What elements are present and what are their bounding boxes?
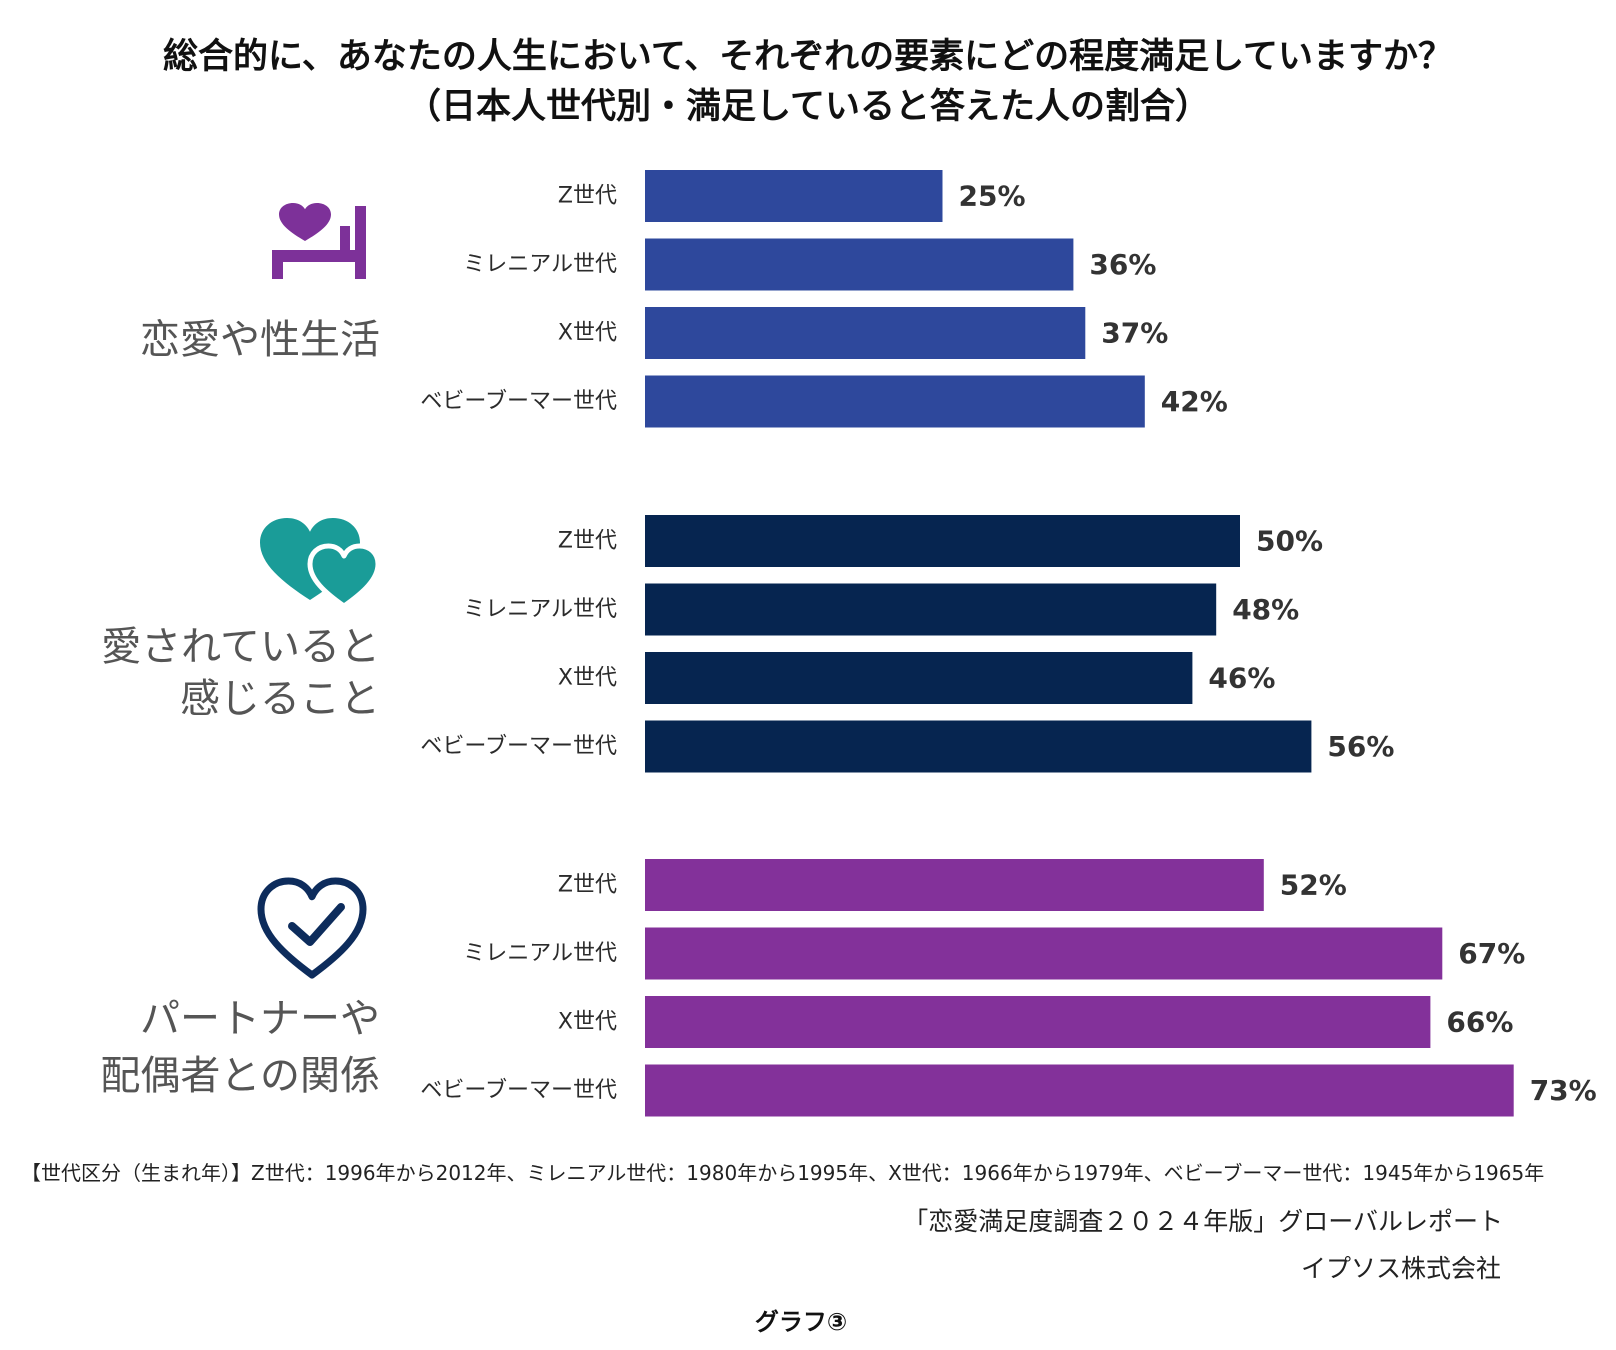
two-hearts-icon <box>258 516 384 610</box>
bar <box>645 1064 1514 1117</box>
generation-label: Z世代 <box>558 873 617 898</box>
publisher-name: イプソス株式会社 <box>1300 1254 1501 1283</box>
two-hearts-icon-graphic <box>260 518 381 609</box>
category-label-partner-relationship: パートナーや 配偶者との関係 <box>100 991 380 1105</box>
bar <box>645 583 1217 636</box>
value-label: 52% <box>1280 869 1347 902</box>
source-report: 「恋愛満足度調査２０２４年版」グローバルレポート <box>903 1207 1503 1236</box>
value-label: 66% <box>1446 1006 1513 1039</box>
value-label: 25% <box>959 180 1026 213</box>
figure-label: グラフ③ <box>754 1308 848 1336</box>
chart-title: 総合的に、あなたの人生において、それぞれの要素にどの程度満足していますか？ <box>162 37 1454 77</box>
check-mark-shape <box>288 903 345 946</box>
value-label: 50% <box>1256 525 1323 558</box>
generation-definition-note: 【世代区分（生まれ年）】Z世代：1996年から2012年、ミレニアル世代：198… <box>21 1161 1545 1185</box>
value-label: 56% <box>1327 730 1394 763</box>
category-label-line: 愛されていると <box>101 624 380 670</box>
heart-shape <box>279 203 331 241</box>
generation-label: X世代 <box>558 666 617 691</box>
bar <box>645 996 1431 1048</box>
bed-heart-icon-graphic <box>272 203 366 279</box>
generation-label: Z世代 <box>558 529 617 554</box>
category-label-line: 感じること <box>180 676 380 722</box>
bed-left-leg <box>272 250 283 279</box>
bar <box>645 170 943 222</box>
bar <box>645 238 1074 291</box>
bed-heart-icon <box>272 200 368 280</box>
bed-headboard <box>355 206 366 279</box>
generation-label: Z世代 <box>558 184 617 209</box>
bed-pillow <box>340 226 350 252</box>
value-label: 37% <box>1101 317 1168 350</box>
generation-label: ミレニアル世代 <box>463 252 617 277</box>
heart-check-icon-graphic <box>257 877 367 979</box>
bar <box>645 375 1145 428</box>
small-heart-shape <box>307 543 381 609</box>
bar <box>645 515 1240 567</box>
value-label: 46% <box>1208 662 1275 695</box>
value-label: 67% <box>1458 937 1525 970</box>
heart-outline-shape <box>257 877 367 979</box>
generation-label: X世代 <box>558 1010 617 1035</box>
generation-label: ベビーブーマー世代 <box>420 1078 617 1103</box>
value-label: 36% <box>1089 248 1156 281</box>
category-label-line: 恋愛や性生活 <box>140 317 380 363</box>
series-group: Z世代 50% ミレニアル世代 48% X世代 46% ベビーブーマー世代 56% <box>420 515 1394 773</box>
chart-subtitle: （日本人世代別・満足していると答えた人の割合） <box>406 87 1210 127</box>
bar <box>645 927 1443 980</box>
category-label-feeling-loved: 愛されていると 感じること <box>101 621 380 725</box>
bed-surface <box>272 250 366 262</box>
category-label-line: 配偶者との関係 <box>100 1053 380 1099</box>
category-label-romance: 恋愛や性生活 <box>140 314 380 366</box>
heart-check-icon <box>254 874 370 982</box>
generation-label: ベビーブーマー世代 <box>420 389 617 414</box>
bar <box>645 859 1264 911</box>
series-group: Z世代 25% ミレニアル世代 36% X世代 37% ベビーブーマー世代 42% <box>420 170 1228 428</box>
value-label: 73% <box>1530 1074 1597 1107</box>
generation-label: ミレニアル世代 <box>463 941 617 966</box>
bar <box>645 720 1312 773</box>
generation-label: ベビーブーマー世代 <box>420 734 617 759</box>
series-group: Z世代 52% ミレニアル世代 67% X世代 66% ベビーブーマー世代 73% <box>420 859 1597 1117</box>
generation-label: ミレニアル世代 <box>463 597 617 622</box>
bar <box>645 307 1086 359</box>
value-label: 48% <box>1232 593 1299 626</box>
category-label-line: パートナーや <box>140 996 380 1042</box>
value-label: 42% <box>1161 385 1228 418</box>
generation-label: X世代 <box>558 321 617 346</box>
bar <box>645 652 1193 704</box>
